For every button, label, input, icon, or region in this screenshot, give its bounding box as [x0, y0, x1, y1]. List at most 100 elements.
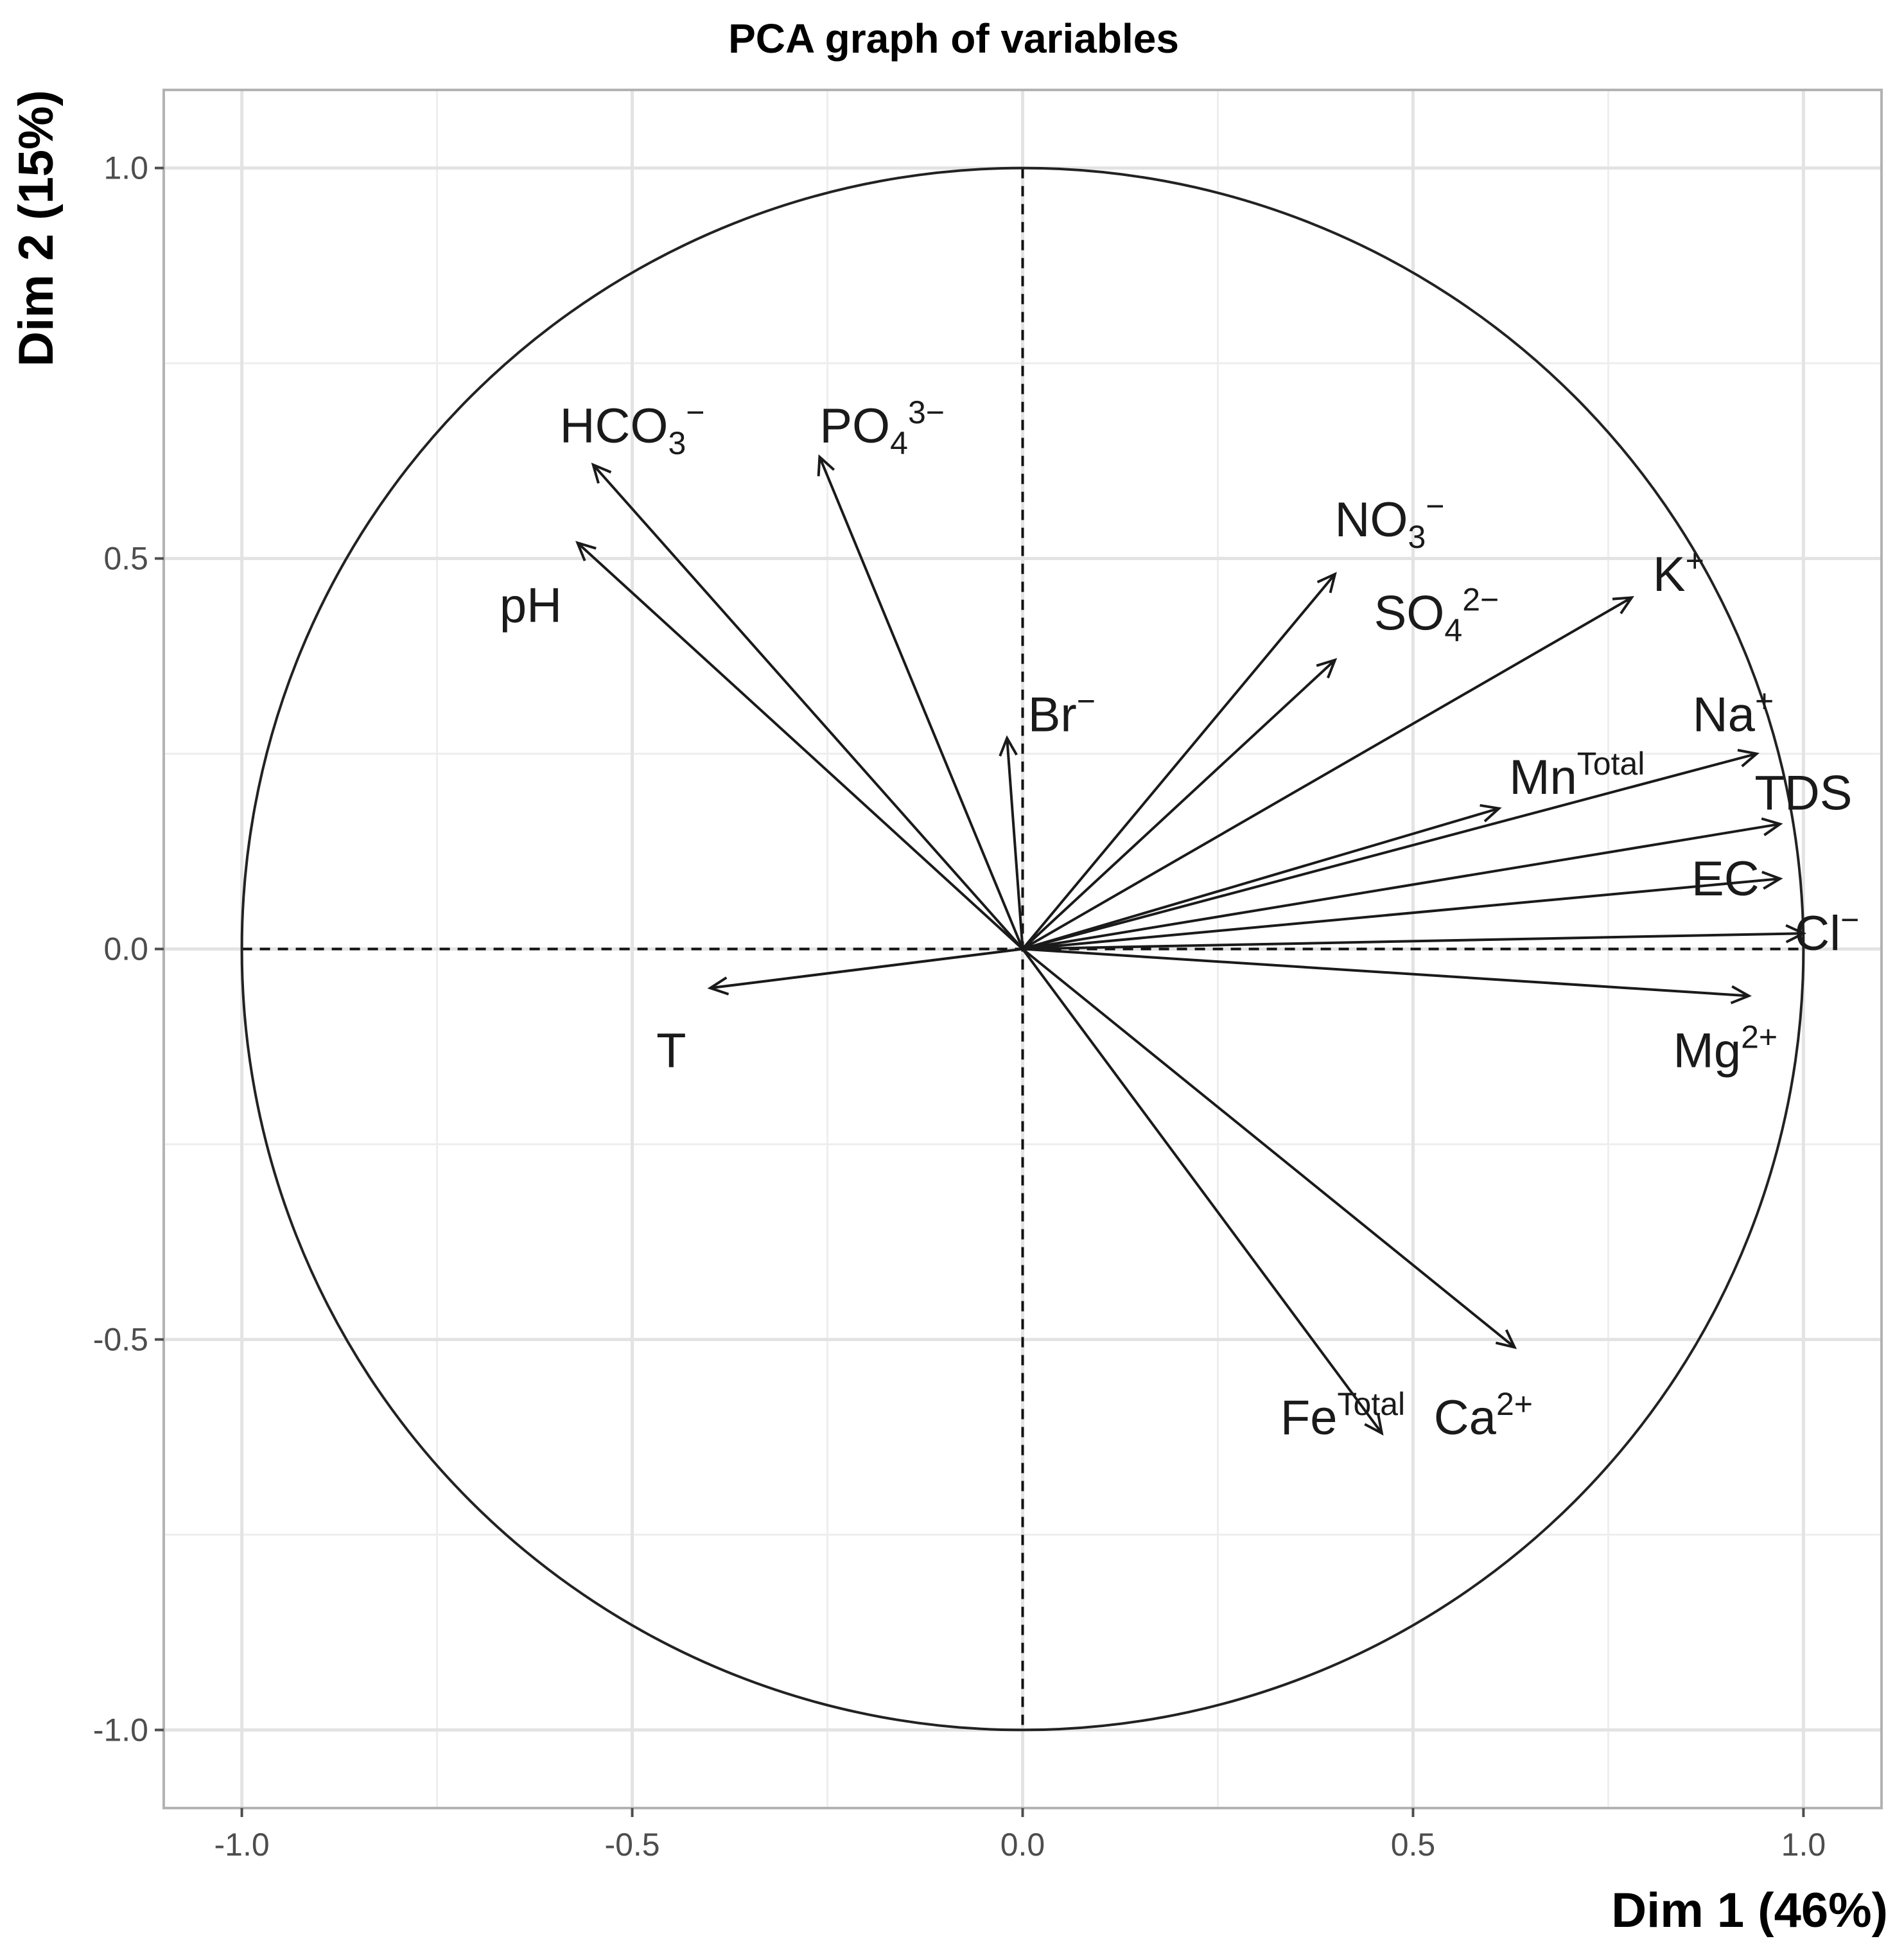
y-tick-label: -0.5 — [93, 1321, 148, 1357]
label-superscript-ca: 2+ — [1496, 1386, 1533, 1422]
label-mg: Mg2+ — [1673, 1019, 1778, 1078]
arrow-shaft-ca — [1022, 947, 1515, 1349]
label-base-mg: Mg — [1673, 1024, 1742, 1078]
label-base-fe: Fe — [1280, 1391, 1338, 1445]
x-axis-label: Dim 1 (46%) — [1611, 1883, 1888, 1938]
arrow-hco3 — [591, 462, 1024, 950]
arrowhead-mg — [1730, 985, 1752, 1005]
arrowhead-na — [1737, 748, 1760, 768]
arrow-shaft-fe — [1021, 948, 1383, 1434]
arrowhead-ph — [575, 541, 597, 561]
arrowhead-po4 — [817, 454, 835, 477]
arrow-shaft-ec — [1022, 877, 1781, 951]
arrowhead-fe — [1364, 1414, 1384, 1436]
label-base-no3: NO — [1334, 493, 1408, 547]
x-tick-label: 0.0 — [1000, 1827, 1045, 1863]
variable-arrows — [575, 454, 1807, 1436]
arrow-ec — [1022, 870, 1783, 951]
label-k: K+ — [1653, 543, 1704, 602]
label-ph: pH — [500, 579, 562, 633]
label-base-t: T — [656, 1024, 686, 1078]
arrow-no3 — [1021, 572, 1337, 950]
x-tick-label: -0.5 — [604, 1827, 659, 1863]
label-base-ph: pH — [500, 579, 562, 633]
arrowhead-hco3 — [591, 462, 612, 484]
label-br: Br− — [1028, 683, 1096, 742]
label-subscript-so4: 4 — [1444, 613, 1462, 649]
arrow-shaft-ph — [577, 541, 1024, 950]
label-no3: NO3− — [1334, 488, 1444, 555]
arrow-t — [707, 947, 1023, 996]
label-so4: SO42− — [1374, 582, 1499, 649]
label-base-ec: EC — [1691, 852, 1760, 906]
arrow-shaft-po4 — [818, 456, 1024, 950]
label-base-br: Br — [1028, 688, 1077, 742]
arrowhead-tds — [1761, 817, 1783, 836]
label-superscript-po4: 3− — [908, 394, 945, 430]
label-t: T — [656, 1024, 686, 1078]
arrow-mn — [1022, 804, 1502, 951]
label-po4: PO43− — [819, 394, 945, 461]
chart-title: PCA graph of variables — [728, 15, 1179, 62]
label-superscript-no3: − — [1426, 488, 1444, 524]
arrow-na — [1022, 748, 1760, 951]
arrow-ca — [1022, 947, 1517, 1349]
arrow-mg — [1022, 947, 1752, 1005]
arrow-br — [999, 735, 1024, 949]
arrow-shaft-mn — [1022, 807, 1499, 951]
arrow-ph — [575, 541, 1024, 950]
x-tick-label: 0.5 — [1391, 1827, 1436, 1863]
x-tick-label: -1.0 — [214, 1827, 270, 1863]
arrowhead-cl — [1785, 924, 1807, 944]
label-subscript-hco3: 3 — [668, 425, 686, 461]
label-ca: Ca2+ — [1434, 1386, 1533, 1445]
arrow-shaft-k — [1022, 596, 1632, 951]
label-hco3: HCO3− — [560, 394, 705, 461]
label-base-hco3: HCO — [560, 399, 668, 453]
arrow-cl — [1022, 924, 1807, 951]
arrowhead-no3 — [1316, 572, 1337, 593]
label-base-so4: SO — [1374, 586, 1445, 641]
arrowhead-k — [1612, 596, 1634, 615]
arrow-shaft-mg — [1022, 947, 1749, 997]
label-base-po4: PO — [819, 399, 890, 453]
y-tick-label: 0.0 — [103, 931, 148, 967]
label-base-ca: Ca — [1434, 1391, 1497, 1445]
label-superscript-mn: Total — [1577, 746, 1645, 782]
arrow-shaft-so4 — [1022, 659, 1336, 950]
label-fe: FeTotal — [1280, 1386, 1405, 1445]
arrow-shaft-t — [710, 947, 1023, 990]
label-subscript-po4: 4 — [890, 425, 908, 461]
arrow-so4 — [1022, 658, 1338, 950]
arrowhead-mn — [1480, 804, 1502, 823]
label-base-na: Na — [1693, 688, 1756, 742]
correlation-circle — [240, 166, 1805, 1732]
label-base-k: K — [1653, 547, 1686, 602]
label-superscript-mg: 2+ — [1741, 1019, 1777, 1055]
label-base-mn: Mn — [1509, 750, 1577, 805]
label-superscript-cl: − — [1840, 902, 1859, 938]
label-cl: Cl− — [1794, 902, 1859, 961]
arrow-fe — [1021, 948, 1384, 1436]
arrowhead-br — [999, 735, 1018, 757]
arrow-shaft-no3 — [1021, 573, 1336, 950]
arrowhead-so4 — [1316, 658, 1338, 679]
label-ec: EC — [1691, 852, 1760, 906]
arrow-shaft-cl — [1022, 932, 1804, 951]
label-superscript-fe: Total — [1338, 1386, 1406, 1422]
label-tds: TDS — [1754, 766, 1852, 820]
arrow-tds — [1022, 817, 1783, 951]
arrow-shaft-tds — [1022, 822, 1781, 951]
label-base-tds: TDS — [1754, 766, 1852, 820]
y-tick-label: -1.0 — [93, 1712, 148, 1748]
y-axis-label: Dim 2 (15%) — [9, 90, 64, 367]
label-mn: MnTotal — [1509, 746, 1645, 805]
arrow-shaft-br — [1006, 738, 1024, 949]
label-superscript-br: − — [1077, 683, 1096, 719]
arrow-shaft-na — [1022, 752, 1757, 951]
y-tick-label: 0.5 — [103, 541, 148, 577]
label-superscript-na: + — [1755, 683, 1774, 719]
arrowhead-ec — [1761, 870, 1783, 890]
